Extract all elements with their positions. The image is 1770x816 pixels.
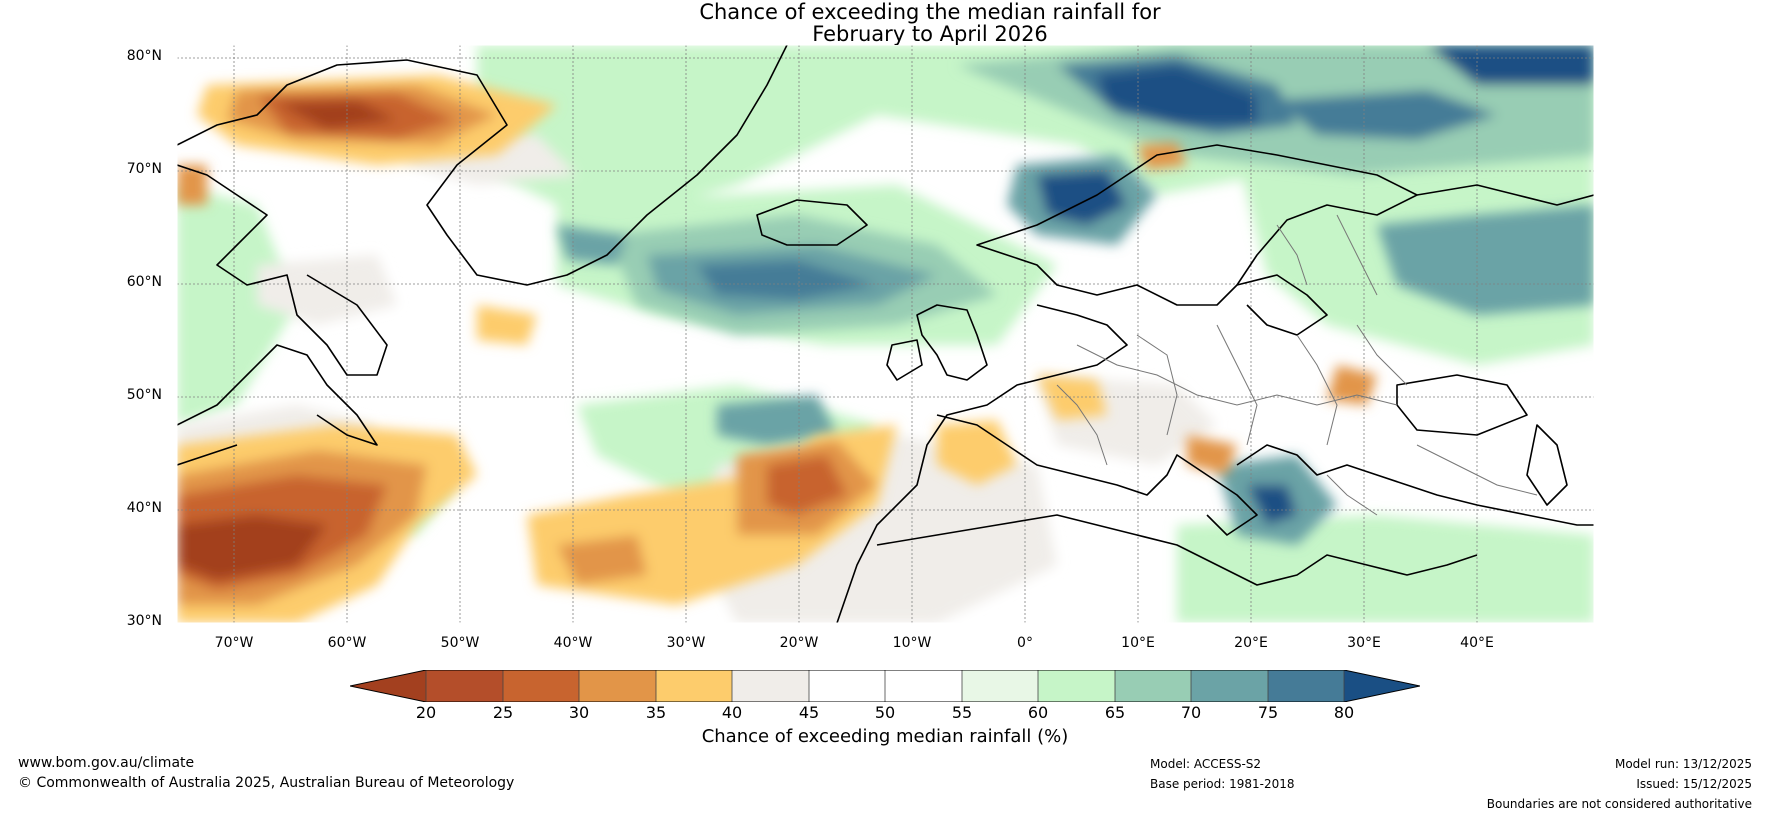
issued-date: Issued: 15/12/2025 bbox=[1636, 777, 1752, 791]
colorbar-tick-75: 75 bbox=[1257, 703, 1279, 722]
colorbar-tick-25: 25 bbox=[492, 703, 514, 722]
model-run-date: Model run: 13/12/2025 bbox=[1614, 757, 1752, 771]
colorbar-tick-80: 80 bbox=[1333, 703, 1355, 722]
colorbar-segment-10 bbox=[1115, 670, 1191, 702]
colorbar-tick-45: 45 bbox=[798, 703, 820, 722]
colorbar-segment-12 bbox=[1268, 670, 1344, 702]
colorbar-label: Chance of exceeding median rainfall (%) bbox=[701, 726, 1069, 747]
colorbar-segment-13 bbox=[1344, 670, 1420, 702]
website-url[interactable]: www.bom.gov.au/climate bbox=[18, 755, 195, 771]
lat-label-80n: 80°N bbox=[126, 48, 162, 64]
lon-label-40w: 40°W bbox=[553, 635, 593, 651]
colorbar-tick-70: 70 bbox=[1180, 703, 1202, 722]
lat-label-30n: 30°N bbox=[126, 613, 162, 629]
lat-label-60n: 60°N bbox=[126, 274, 162, 290]
lon-label-50w: 50°W bbox=[440, 635, 480, 651]
colorbar-segment-6 bbox=[809, 670, 885, 702]
copyright-notice: © Commonwealth of Australia 2025, Austra… bbox=[18, 775, 515, 791]
colorbar bbox=[350, 670, 1420, 702]
model-name: Model: ACCESS-S2 bbox=[1150, 757, 1262, 771]
colorbar-segment-5 bbox=[732, 670, 809, 702]
colorbar-segment-3 bbox=[579, 670, 656, 702]
lat-label-50n: 50°N bbox=[126, 387, 162, 403]
colorbar-segment-7 bbox=[885, 670, 962, 702]
colorbar-segment-0 bbox=[350, 670, 426, 702]
lon-label-30w: 30°W bbox=[666, 635, 706, 651]
map-title-line1: Chance of exceeding the median rainfall … bbox=[699, 0, 1161, 24]
colorbar-tick-40: 40 bbox=[721, 703, 743, 722]
rainfall-probability-map bbox=[177, 45, 1594, 623]
lat-label-70n: 70°N bbox=[126, 161, 162, 177]
lat-label-40n: 40°N bbox=[126, 500, 162, 516]
lon-label-30e: 30°E bbox=[1347, 635, 1381, 651]
lon-label-60w: 60°W bbox=[327, 635, 367, 651]
probability-70-80-regions bbox=[557, 45, 1594, 570]
lon-label-70w: 70°W bbox=[214, 635, 254, 651]
lon-label-0: 0° bbox=[1017, 635, 1033, 651]
colorbar-tick-35: 35 bbox=[645, 703, 667, 722]
colorbar-tick-60: 60 bbox=[1027, 703, 1049, 722]
map-title-line2: February to April 2026 bbox=[812, 22, 1048, 46]
lon-label-20e: 20°E bbox=[1234, 635, 1268, 651]
lon-label-40e: 40°E bbox=[1460, 635, 1494, 651]
colorbar-tick-50: 50 bbox=[874, 703, 896, 722]
colorbar-tick-20: 20 bbox=[415, 703, 437, 722]
colorbar-tick-30: 30 bbox=[568, 703, 590, 722]
base-period: Base period: 1981-2018 bbox=[1150, 777, 1295, 791]
coastlines bbox=[177, 45, 1594, 623]
colorbar-segment-11 bbox=[1191, 670, 1268, 702]
country-borders bbox=[1056, 214, 1538, 516]
colorbar-tick-55: 55 bbox=[951, 703, 973, 722]
colorbar-segment-2 bbox=[503, 670, 579, 702]
probability-20-40-regions bbox=[177, 75, 1377, 623]
colorbar-segment-4 bbox=[656, 670, 732, 702]
lon-label-10e: 10°E bbox=[1121, 635, 1155, 651]
colorbar-segment-8 bbox=[962, 670, 1038, 702]
lon-label-10w: 10°W bbox=[892, 635, 932, 651]
boundaries-disclaimer: Boundaries are not considered authoritat… bbox=[1486, 797, 1752, 811]
colorbar-segment-9 bbox=[1038, 670, 1115, 702]
lon-label-20w: 20°W bbox=[779, 635, 819, 651]
colorbar-segment-1 bbox=[426, 670, 503, 702]
colorbar-tick-65: 65 bbox=[1104, 703, 1126, 722]
